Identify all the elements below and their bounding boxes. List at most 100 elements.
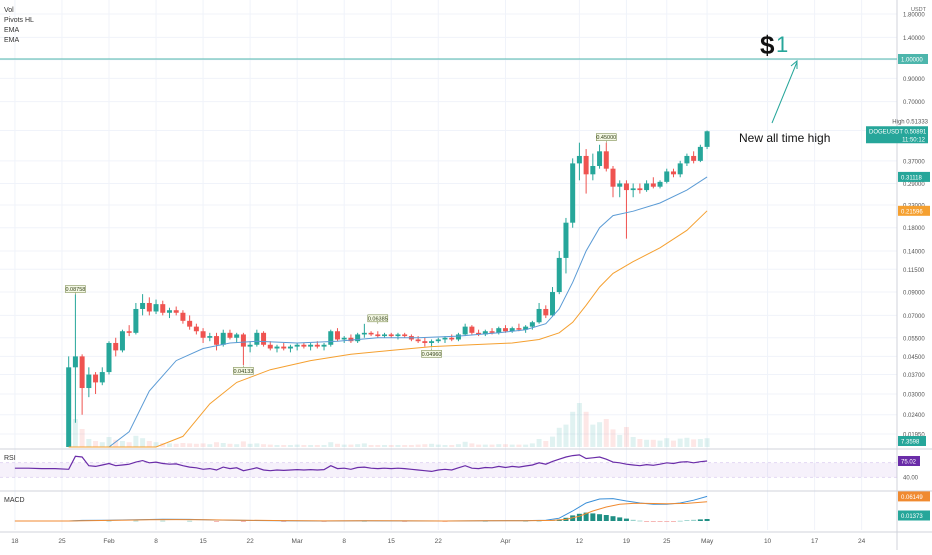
candle-body [442, 337, 448, 340]
macd-hist-value-tag: 0.01373 [901, 514, 923, 520]
volume-bar [126, 442, 132, 447]
price-tick-label: 0.90000 [903, 77, 925, 83]
candle-body [509, 328, 515, 332]
rsi-tick-label: 40.00 [903, 476, 919, 482]
last-price-tag: DOGEUSDT 0.50891 [869, 129, 927, 135]
macd-hist-bar [650, 521, 656, 522]
volume-bar [321, 445, 327, 447]
candles [66, 130, 710, 447]
volume-bar [509, 444, 515, 447]
volume-bars [66, 403, 710, 447]
volume-bar [106, 437, 112, 447]
candle-body [140, 302, 146, 309]
volume-bar [496, 444, 502, 447]
ema-slow-line [68, 210, 708, 448]
volume-bar [140, 438, 146, 447]
candle-body [160, 304, 166, 313]
pivot-label: 0.08758 [65, 287, 85, 293]
macd-hist-bar [610, 516, 616, 521]
volume-bar [160, 443, 166, 447]
candle-body [113, 342, 119, 351]
macd-hist-bar [603, 515, 609, 521]
legend-item-pivots[interactable]: Pivots HL [4, 17, 34, 24]
candle-body [214, 336, 220, 345]
candle-body [187, 320, 193, 327]
volume-bar [664, 438, 670, 447]
candle-body [93, 374, 99, 383]
candle-body [697, 146, 703, 161]
volume-bar [576, 403, 582, 447]
volume-bar [173, 443, 179, 447]
candle-body [469, 326, 475, 333]
candle-body [570, 163, 576, 223]
candle-body [590, 165, 596, 175]
candle-body [79, 356, 85, 389]
time-tick-label: 22 [435, 538, 443, 545]
candle-body [489, 331, 495, 333]
volume-bar [287, 445, 293, 447]
macd-hist-bar [617, 517, 623, 521]
price-tick-label: 0.03000 [903, 393, 925, 399]
volume-bar [86, 439, 92, 447]
volume-bar [93, 441, 99, 447]
macd-hist-bar [214, 521, 220, 522]
candle-body [261, 332, 267, 345]
candle-body [395, 334, 401, 337]
volume-bar [597, 422, 603, 447]
macd-signal-line [14, 501, 708, 522]
volume-bar [489, 444, 495, 447]
candle-body [637, 188, 643, 191]
volume-bar [166, 443, 172, 447]
volume-bar [375, 445, 381, 447]
time-tick-label: Mar [292, 538, 304, 545]
candle-body [247, 344, 253, 347]
candle-body [623, 183, 629, 191]
time-tick-label: May [701, 538, 714, 545]
volume-bar [462, 441, 468, 447]
volume-bar [637, 439, 643, 447]
volume-bar [563, 424, 569, 447]
annotation-arrow [771, 61, 798, 124]
candle-body [382, 334, 388, 337]
volume-bar [704, 438, 710, 447]
candle-body [227, 332, 233, 338]
candle-body [334, 331, 340, 340]
macd-hist-bar [402, 521, 408, 522]
macd-hist-bar [583, 512, 589, 521]
volume-bar [422, 444, 428, 447]
volume-bar [227, 443, 233, 447]
macd-label: MACD [4, 497, 25, 504]
time-tick-label: 12 [576, 538, 584, 545]
candle-body [462, 326, 468, 335]
candle-body [388, 334, 394, 337]
volume-bar [355, 444, 361, 447]
macd-hist-bar [523, 520, 529, 522]
volume-bar [382, 445, 388, 447]
price-tick-label: 0.14000 [903, 250, 925, 256]
candle-body [166, 310, 172, 313]
candle-body [704, 131, 710, 147]
candle-body [361, 332, 367, 335]
legend-item-ema-fast[interactable]: EMA [4, 27, 20, 34]
legend-item-ema-slow[interactable]: EMA [4, 37, 20, 44]
candle-body [563, 222, 569, 258]
volume-bar [113, 439, 119, 447]
ema-slow-price-tag-bg [898, 205, 930, 216]
candle-body [234, 334, 240, 338]
candle-body [301, 344, 307, 347]
macd-hist-bar [106, 520, 112, 522]
pivot-label: 0.06385 [368, 316, 388, 322]
legend-item-vol[interactable]: Vol [4, 7, 14, 14]
price-tick-label: 0.29000 [903, 182, 925, 188]
candle-body [455, 334, 461, 340]
volume-bar [543, 441, 549, 447]
candle-body [435, 339, 441, 342]
candle-body [86, 374, 92, 389]
volume-bar [570, 411, 576, 447]
volume-bar [361, 443, 367, 447]
volume-bar [476, 444, 482, 447]
time-tick-label: 17 [811, 538, 819, 545]
volume-bar [630, 437, 636, 447]
